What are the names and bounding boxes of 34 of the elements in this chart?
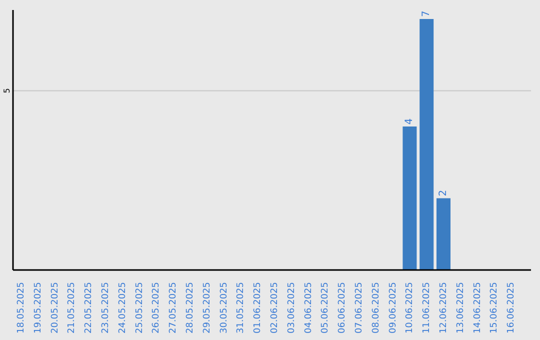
x-tick-label: 23.05.2025 [100, 282, 111, 334]
x-tick-label: 26.05.2025 [152, 282, 162, 334]
data-label: 2 [438, 190, 449, 196]
x-tick-label: 25.05.2025 [134, 282, 145, 334]
x-tick-label: 01.06.2025 [253, 282, 264, 334]
x-tick-label: 02.06.2025 [270, 282, 280, 334]
y-tick-label: 5 [2, 88, 12, 94]
x-tick-label: 03.06.2025 [286, 282, 297, 334]
x-tick-label: 22.05.2025 [84, 282, 94, 334]
x-tick-label: 15.06.2025 [490, 282, 500, 334]
x-tick-label: 18.05.2025 [16, 282, 26, 334]
x-tick-label: 27.05.2025 [168, 282, 179, 334]
x-tick-label: 12.06.2025 [438, 282, 449, 334]
x-tick-label: 10.06.2025 [405, 282, 416, 334]
data-label: 7 [421, 10, 432, 17]
x-tick-label: 16.06.2025 [506, 282, 517, 334]
x-tick-label: 21.05.2025 [67, 282, 78, 334]
data-label: 4 [404, 118, 416, 125]
x-tick-label: 08.06.2025 [371, 282, 382, 334]
x-tick-label: 19.05.2025 [33, 282, 44, 334]
x-tick-label: 07.06.2025 [354, 282, 364, 334]
x-tick-label: 11.06.2025 [422, 282, 432, 334]
x-tick-label: 20.05.2025 [50, 282, 60, 334]
x-tick-label: 31.05.2025 [236, 282, 246, 334]
x-tick-label: 09.06.2025 [388, 282, 398, 334]
x-tick-label: 06.06.2025 [338, 282, 348, 334]
x-tick-label: 28.05.2025 [185, 282, 196, 334]
x-tick-label: 24.05.2025 [118, 282, 128, 334]
x-tick-label: 30.05.2025 [219, 282, 230, 334]
x-tick-label: 13.06.2025 [456, 282, 466, 334]
x-tick-label: 04.06.2025 [304, 282, 314, 334]
x-tick-label: 29.05.2025 [202, 282, 212, 334]
x-tick-label: 05.06.2025 [320, 282, 331, 334]
x-tick-label: 14.06.2025 [472, 282, 483, 334]
